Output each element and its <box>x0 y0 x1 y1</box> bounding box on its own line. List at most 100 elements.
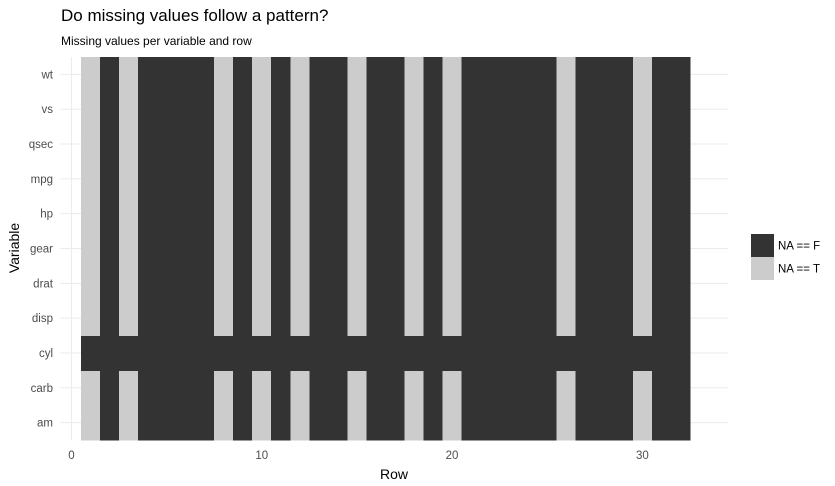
heatmap-tile-drat-19 <box>423 265 443 302</box>
heatmap-tile-mpg-16 <box>366 161 386 197</box>
heatmap-tile-hp-17 <box>385 196 405 232</box>
heatmap-tile-gear-18 <box>404 231 424 267</box>
heatmap-tile-gear-29 <box>613 231 634 267</box>
heatmap-tile-gear-16 <box>366 231 386 267</box>
heatmap-tile-qsec-30 <box>632 126 653 162</box>
heatmap-tile-disp-3 <box>118 300 139 336</box>
heatmap-tile-disp-9 <box>233 300 253 336</box>
heatmap-tile-drat-27 <box>575 265 596 302</box>
heatmap-tile-drat-7 <box>195 265 215 302</box>
heatmap-tile-am-3 <box>118 405 139 441</box>
heatmap-tile-cyl-7 <box>195 335 215 371</box>
heatmap-tile-mpg-30 <box>632 161 653 197</box>
heatmap-tile-disp-5 <box>157 300 177 336</box>
heatmap-tile-qsec-27 <box>575 126 596 162</box>
heatmap-tile-drat-3 <box>118 265 139 302</box>
heatmap-tile-am-27 <box>575 405 596 441</box>
heatmap-tile-disp-21 <box>461 300 481 336</box>
heatmap-tile-am-20 <box>442 405 462 441</box>
heatmap-tile-vs-23 <box>499 91 520 128</box>
heatmap-tile-cyl-2 <box>99 335 120 371</box>
heatmap-tile-gear-1 <box>80 231 101 267</box>
heatmap-tile-gear-4 <box>138 231 158 267</box>
heatmap-tile-hp-9 <box>233 196 253 232</box>
heatmap-tile-hp-28 <box>594 196 615 232</box>
heatmap-tile-mpg-10 <box>252 161 272 197</box>
heatmap-tile-hp-8 <box>214 196 234 232</box>
heatmap-tile-cyl-6 <box>176 335 196 371</box>
heatmap-tile-wt-6 <box>176 57 196 93</box>
heatmap-tile-am-13 <box>309 405 329 441</box>
heatmap-tile-carb-13 <box>309 370 329 406</box>
heatmap-tile-gear-22 <box>480 231 501 267</box>
heatmap-tile-cyl-12 <box>290 335 310 371</box>
heatmap-tile-vs-32 <box>670 91 691 128</box>
y-tick-label-vs: vs <box>42 104 54 116</box>
heatmap-tile-gear-21 <box>461 231 481 267</box>
heatmap-tile-gear-6 <box>176 231 196 267</box>
heatmap-tile-mpg-26 <box>556 161 577 197</box>
y-tick-label-drat: drat <box>33 278 54 290</box>
heatmap-tile-hp-7 <box>195 196 215 232</box>
x-axis-title: Row <box>380 466 409 482</box>
heatmap-tile-carb-3 <box>118 370 139 406</box>
heatmap-tile-gear-20 <box>442 231 462 267</box>
heatmap-tile-hp-3 <box>118 196 139 232</box>
heatmap-tile-drat-14 <box>328 265 348 302</box>
heatmap-tile-mpg-31 <box>651 161 672 197</box>
heatmap-tile-carb-23 <box>499 370 520 406</box>
heatmap-tile-am-1 <box>80 405 101 441</box>
heatmap-tile-disp-7 <box>195 300 215 336</box>
heatmap-tile-am-21 <box>461 405 481 441</box>
heatmap-tile-vs-31 <box>651 91 672 128</box>
heatmap-tile-qsec-31 <box>651 126 672 162</box>
heatmap-tile-mpg-17 <box>385 161 405 197</box>
heatmap-tile-disp-19 <box>423 300 443 336</box>
heatmap-tile-disp-32 <box>670 300 691 336</box>
heatmap-tile-gear-19 <box>423 231 443 267</box>
y-tick-label-gear: gear <box>30 244 53 256</box>
heatmap-tile-wt-10 <box>252 57 272 93</box>
heatmap-tile-qsec-5 <box>157 126 177 162</box>
x-tick-label-20: 20 <box>446 450 459 462</box>
heatmap-tile-mpg-5 <box>157 161 177 197</box>
heatmap-tile-vs-2 <box>99 91 120 128</box>
heatmap-tile-drat-32 <box>670 265 691 302</box>
heatmap-tile-qsec-9 <box>233 126 253 162</box>
heatmap-tile-hp-1 <box>80 196 101 232</box>
heatmap-tile-carb-7 <box>195 370 215 406</box>
heatmap-tile-carb-12 <box>290 370 310 406</box>
heatmap-tile-wt-11 <box>271 57 291 93</box>
heatmap-tile-wt-31 <box>651 57 672 93</box>
heatmap-tile-wt-30 <box>632 57 653 93</box>
heatmap-tile-cyl-23 <box>499 335 520 371</box>
heatmap-tile-am-24 <box>518 405 539 441</box>
heatmap-tile-vs-26 <box>556 91 577 128</box>
heatmap-tile-am-9 <box>233 405 253 441</box>
heatmap-tile-drat-12 <box>290 265 310 302</box>
x-tick-label-0: 0 <box>68 450 74 462</box>
heatmap-tile-qsec-16 <box>366 126 386 162</box>
y-tick-label-carb: carb <box>31 383 53 395</box>
chart-title: Do missing values follow a pattern? <box>61 6 329 25</box>
heatmap-tile-mpg-18 <box>404 161 424 197</box>
heatmap-tile-disp-16 <box>366 300 386 336</box>
heatmap-tile-qsec-20 <box>442 126 462 162</box>
heatmap-tile-disp-28 <box>594 300 615 336</box>
heatmap-tile-carb-21 <box>461 370 481 406</box>
heatmap-tile-carb-19 <box>423 370 443 406</box>
heatmap-tile-mpg-2 <box>99 161 120 197</box>
heatmap-tile-cyl-20 <box>442 335 462 371</box>
heatmap-tile-qsec-22 <box>480 126 501 162</box>
heatmap-tile-vs-14 <box>328 91 348 128</box>
heatmap-tile-carb-9 <box>233 370 253 406</box>
heatmap-tile-carb-26 <box>556 370 577 406</box>
heatmap-tile-drat-25 <box>537 265 558 302</box>
heatmap-tile-carb-8 <box>214 370 234 406</box>
legend-key-0 <box>751 234 774 257</box>
heatmap-tile-qsec-17 <box>385 126 405 162</box>
heatmap-tile-am-31 <box>651 405 672 441</box>
heatmap-tiles <box>80 57 691 441</box>
y-tick-label-cyl: cyl <box>39 348 53 360</box>
heatmap-tile-am-4 <box>138 405 158 441</box>
